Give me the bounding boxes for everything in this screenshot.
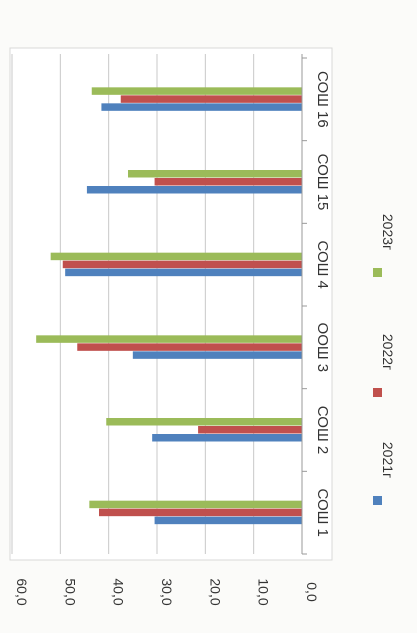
value-tick-label: 40,0 bbox=[111, 578, 127, 605]
bar bbox=[65, 268, 303, 277]
legend-swatch bbox=[373, 496, 382, 505]
plot-background bbox=[9, 47, 333, 561]
bar bbox=[91, 87, 302, 95]
bar bbox=[154, 516, 302, 525]
category-tick-label: СОШ 16 bbox=[314, 71, 331, 128]
value-tick-label: 50,0 bbox=[62, 578, 78, 605]
gridlines bbox=[11, 54, 303, 554]
bar bbox=[120, 95, 302, 103]
bar bbox=[50, 252, 302, 261]
axes: 0,0 10,0 20,0 30,0 40,0 50,0 60,0 СОШ 1 СОШ 2 ООШ… bbox=[14, 54, 331, 606]
legend-label: 2021г bbox=[380, 442, 396, 478]
value-tick-label: 20,0 bbox=[207, 578, 223, 605]
bar bbox=[128, 170, 302, 178]
bar bbox=[36, 335, 303, 343]
bar bbox=[86, 186, 303, 194]
category-tick-label: СОШ 15 bbox=[314, 154, 331, 211]
value-tick-label: 10,0 bbox=[256, 578, 272, 605]
bar bbox=[89, 500, 302, 509]
bar bbox=[132, 351, 302, 359]
category-tick-label: СОШ 2 bbox=[314, 406, 331, 454]
bar bbox=[77, 343, 302, 351]
legend-label: 2022г bbox=[380, 334, 396, 370]
bar bbox=[62, 260, 302, 269]
bar bbox=[152, 434, 302, 442]
value-tick-label: 30,0 bbox=[159, 578, 175, 605]
legend-label: 2023г bbox=[380, 214, 396, 250]
bar bbox=[198, 426, 302, 434]
value-tick-label: 60,0 bbox=[14, 578, 30, 605]
category-tick-label: ООШ 3 bbox=[314, 323, 331, 373]
legend: 2021г 2022г 2023г bbox=[373, 214, 396, 505]
bars bbox=[36, 87, 303, 525]
bar bbox=[106, 418, 302, 426]
bar bbox=[101, 103, 303, 111]
category-tick-label: СОШ 4 bbox=[314, 240, 331, 288]
value-tick-label: 0,0 bbox=[304, 582, 320, 602]
bar bbox=[99, 508, 302, 517]
bar bbox=[154, 178, 302, 186]
category-tick-label: СОШ 1 bbox=[314, 488, 331, 536]
legend-swatch bbox=[373, 388, 382, 397]
legend-swatch bbox=[373, 268, 382, 277]
